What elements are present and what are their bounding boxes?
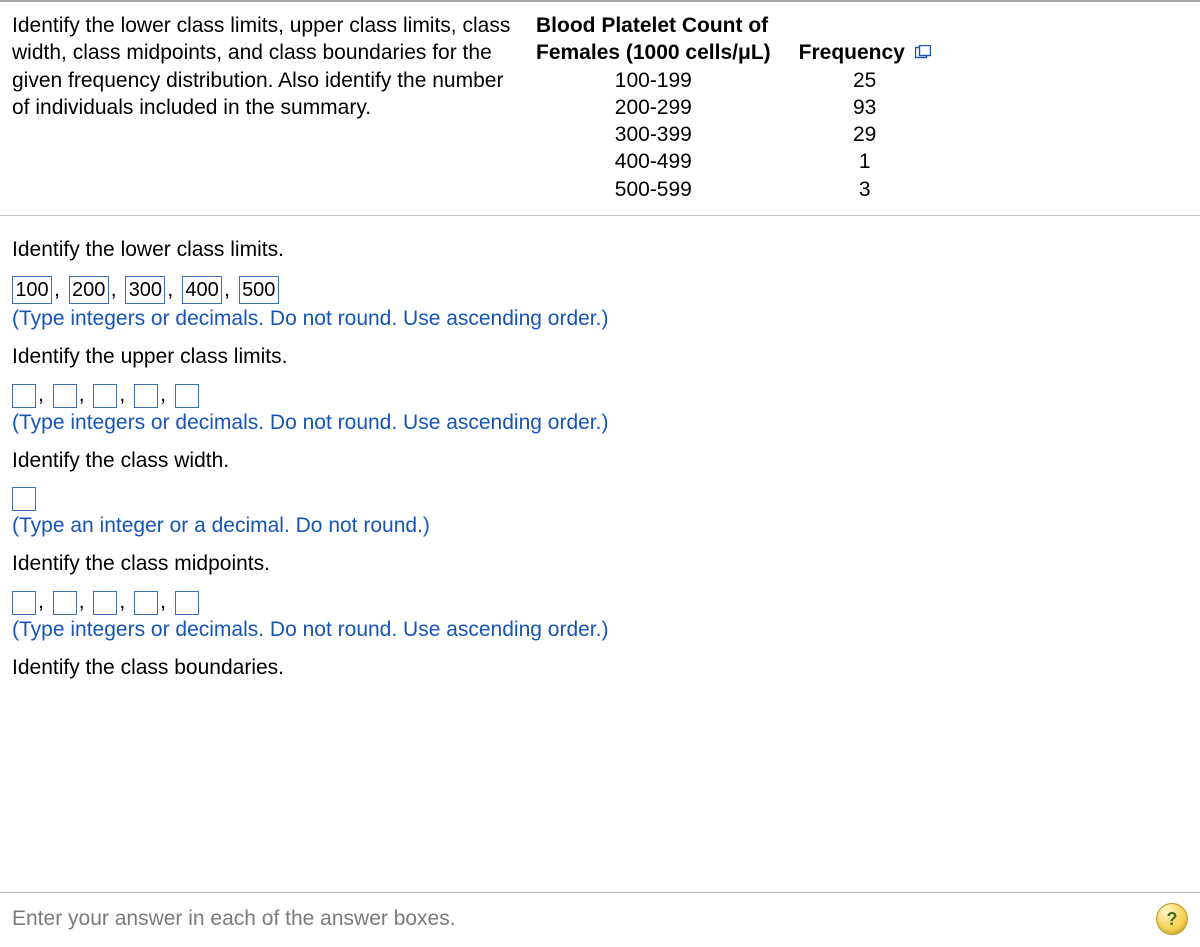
table-col1-header-line1: Blood Platelet Count of	[536, 14, 768, 37]
comma: ,	[77, 383, 88, 406]
table-freq: 93	[785, 94, 945, 121]
lower-limits-label: Identify the lower class limits.	[12, 238, 1188, 262]
table-row: 500-599 3	[522, 176, 945, 203]
lower-limit-input[interactable]	[125, 276, 165, 304]
lower-limit-input[interactable]	[69, 276, 109, 304]
comma: ,	[222, 278, 233, 301]
table-freq: 3	[785, 176, 945, 203]
lower-limit-input[interactable]	[182, 276, 222, 304]
comma: ,	[158, 383, 169, 406]
class-width-input[interactable]	[12, 487, 36, 511]
table-row: 300-399 29	[522, 121, 945, 148]
table-freq: 25	[785, 67, 945, 94]
midpoint-input[interactable]	[134, 591, 158, 615]
lower-limit-input[interactable]	[12, 276, 52, 304]
table-range: 200-299	[522, 94, 785, 121]
midpoints-label: Identify the class midpoints.	[12, 552, 1188, 576]
upper-limit-input[interactable]	[175, 384, 199, 408]
comma: ,	[117, 590, 128, 613]
table-range: 500-599	[522, 176, 785, 203]
comma: ,	[109, 278, 120, 301]
midpoints-hint: (Type integers or decimals. Do not round…	[12, 618, 1188, 642]
help-button[interactable]: ?	[1156, 903, 1188, 935]
table-range: 300-399	[522, 121, 785, 148]
frequency-table: Blood Platelet Count of Females (1000 ce…	[522, 12, 945, 203]
midpoint-input[interactable]	[12, 591, 36, 615]
table-row: 100-199 25	[522, 67, 945, 94]
table-range: 400-499	[522, 148, 785, 175]
lower-limits-hint: (Type integers or decimals. Do not round…	[12, 307, 1188, 331]
upper-limit-input[interactable]	[53, 384, 77, 408]
class-width-inputs	[12, 487, 1188, 512]
table-col2-header: Frequency	[799, 41, 905, 64]
comma: ,	[52, 278, 63, 301]
table-row: 400-499 1	[522, 148, 945, 175]
question-prompt: Identify the lower class limits, upper c…	[12, 12, 522, 203]
lower-limits-inputs: , , , ,	[12, 276, 1188, 304]
class-width-label: Identify the class width.	[12, 449, 1188, 473]
midpoint-input[interactable]	[53, 591, 77, 615]
comma: ,	[117, 383, 128, 406]
question-header-row: Identify the lower class limits, upper c…	[0, 2, 1200, 215]
lower-limit-input[interactable]	[239, 276, 279, 304]
midpoint-input[interactable]	[93, 591, 117, 615]
page: Identify the lower class limits, upper c…	[0, 0, 1200, 947]
upper-limits-inputs: , , , ,	[12, 383, 1188, 408]
frequency-table-wrap: Blood Platelet Count of Females (1000 ce…	[522, 12, 1188, 203]
help-icon: ?	[1167, 909, 1178, 930]
table-freq: 29	[785, 121, 945, 148]
comma: ,	[36, 590, 47, 613]
boundaries-label: Identify the class boundaries.	[12, 656, 1188, 680]
upper-limit-input[interactable]	[12, 384, 36, 408]
midpoints-inputs: , , , ,	[12, 590, 1188, 615]
midpoint-input[interactable]	[175, 591, 199, 615]
upper-limit-input[interactable]	[93, 384, 117, 408]
table-freq: 1	[785, 148, 945, 175]
upper-limits-hint: (Type integers or decimals. Do not round…	[12, 411, 1188, 435]
footer-text: Enter your answer in each of the answer …	[12, 907, 456, 931]
upper-limit-input[interactable]	[134, 384, 158, 408]
answers-area: Identify the lower class limits. , , , ,…	[0, 216, 1200, 680]
table-range: 100-199	[522, 67, 785, 94]
comma: ,	[77, 590, 88, 613]
comma: ,	[165, 278, 176, 301]
comma: ,	[36, 383, 47, 406]
comma: ,	[158, 590, 169, 613]
upper-limits-label: Identify the upper class limits.	[12, 345, 1188, 369]
table-row: 200-299 93	[522, 94, 945, 121]
class-width-hint: (Type an integer or a decimal. Do not ro…	[12, 514, 1188, 538]
popout-icon[interactable]	[915, 39, 931, 66]
footer: Enter your answer in each of the answer …	[0, 892, 1200, 947]
table-col1-header-line2: Females (1000 cells/μL)	[536, 41, 771, 64]
